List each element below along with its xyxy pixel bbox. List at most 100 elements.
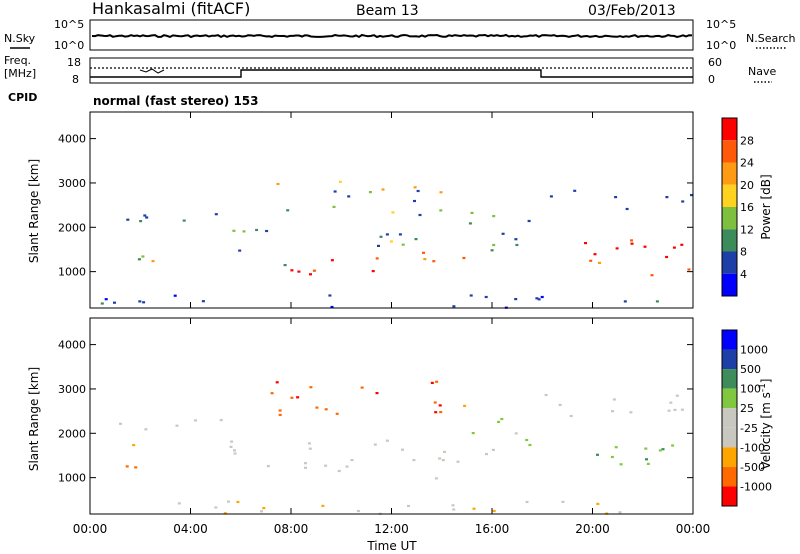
colorbar-tick-label: 500 [740,363,761,376]
power-colorbar: 28 24 20 16 12 8 4 [721,117,754,297]
echo-cell [650,274,654,277]
echo-cell [441,459,445,462]
echo-cell [375,257,379,260]
echo-cell [125,465,129,468]
colorbar-segment [722,273,737,296]
echo-cell [332,205,336,208]
colorbar-tick-label: 8 [740,246,747,259]
echo-cell [500,417,504,421]
colorbar-tick-label: 4 [740,268,747,281]
echo-cell [350,459,354,462]
date-title: 03/Feb/2013 [588,3,676,19]
echo-cell [614,196,618,199]
xlabel: Time UT [366,539,417,553]
echo-cell [214,213,218,216]
colorbar-segment [722,229,737,252]
echo-cell [669,401,673,404]
echo-cell [338,180,342,183]
y-tick-label: 4000 [58,133,86,146]
echo-cell [610,455,614,459]
x-tick-label: 12:00 [374,522,409,536]
echo-cell [238,249,242,252]
x-tick-label: 20:00 [575,522,610,536]
echo-cell [132,444,136,447]
noise-tick-low-left: 10^0 [54,39,84,52]
echo-cell [227,500,230,503]
echo-cell [236,500,240,504]
echo-cell [514,432,518,435]
echo-cell [434,411,438,414]
echo-cell [434,477,438,480]
echo-cell [619,463,623,466]
x-tick-label: 16:00 [475,522,510,536]
echo-cell [485,453,488,456]
x-tick-label: 00:00 [676,522,711,536]
echo-cell [144,428,148,431]
freq-label: Freq. [4,54,31,67]
echo-cell [255,228,259,232]
echo-cell [309,386,313,389]
echo-cell [385,233,389,236]
colorbar-tick-label: -1000 [740,480,772,493]
y-tick-label: 2000 [58,427,86,440]
colorbar-tick-label: 28 [740,134,754,147]
freq-trace [90,69,693,78]
nsky-label: N.Sky [4,32,36,45]
echo-cell [324,464,328,467]
colorbar-segment [722,140,737,163]
echo-cell [296,396,300,399]
cpid-label: CPID [8,91,37,104]
echo-cell [438,404,442,407]
echo-cell [375,392,379,395]
echo-cell [443,450,446,453]
echo-cell [584,242,587,245]
colorbar-tick-label: 24 [740,157,754,170]
nsearch-label: N.Search [746,32,796,45]
velocity-panel: 4000 3000 2000 1000 Slant Range [km] 1000 50… [27,317,773,515]
colorbar-segment [722,162,737,185]
echo-cell [232,229,236,232]
echo-cell [514,298,518,301]
echo-cell [416,189,420,193]
echo-cell [569,414,573,418]
colorbar-frame [721,117,738,297]
echo-cell [680,243,684,246]
echo-cell [490,249,494,252]
echo-cell [615,247,619,250]
echo-cell [143,214,147,217]
echo-cell [423,258,427,261]
echo-cell [260,510,263,513]
colorbar-tick-label: 16 [740,201,754,214]
echo-cell [389,240,393,243]
echo-cell [645,458,648,461]
echo-cell [614,446,618,449]
echo-cell [439,411,443,414]
echo-cell [470,211,474,214]
echo-cell [324,408,328,411]
echo-cell [385,439,389,442]
cpid-text: normal (fast stereo) 153 [93,94,259,108]
echo-cell [134,466,138,469]
echo-cell [596,502,600,505]
echo-cell [618,511,622,514]
echo-cell [177,502,181,505]
x-tick-label: 00:00 [73,522,108,536]
echo-cell [643,245,647,248]
echo-cell [219,419,223,422]
noise-tick-low-right: 10^0 [706,39,736,52]
noise-panel: 10^5 10^0 10^5 10^0 N.Sky N.Search [4,18,796,52]
colorbar-frame [721,329,738,507]
echo-cell [658,449,662,452]
power-heatmap-cells [100,180,693,309]
colorbar-tick-label: -100 [740,441,765,454]
echo-cell [463,404,467,407]
echo-cell [598,261,601,264]
freq-glitch [139,68,165,74]
echo-cell [690,194,693,197]
velocity-ylabel: Slant Range [km] [27,367,41,471]
noise-tick-high-left: 10^5 [54,18,84,31]
echo-cell [515,243,519,247]
echo-cell [201,300,205,303]
echo-cell [492,509,496,513]
nave-tick-0: 0 [708,73,715,86]
